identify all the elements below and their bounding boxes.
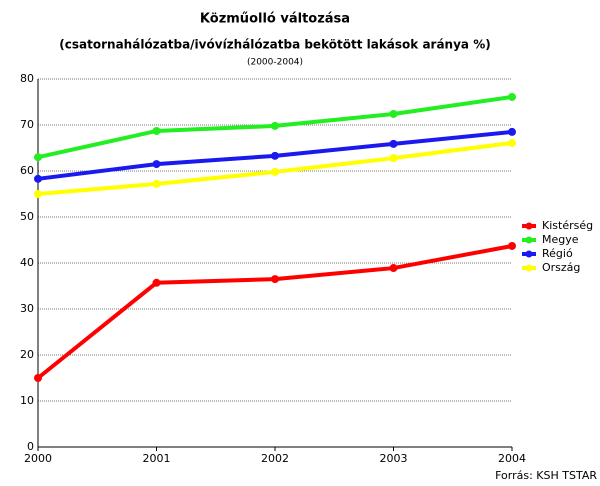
point [34,374,42,382]
point [271,275,279,284]
legend-label: Kistérség [542,219,593,232]
point [271,167,279,176]
y-tick-label: 60 [20,164,34,177]
point [152,179,161,188]
y-tick-label: 80 [20,72,34,85]
x-tick-label: 2000 [24,452,52,465]
x-tick-label: 2003 [380,452,408,465]
point [389,264,398,273]
point [508,127,516,136]
point [389,139,398,148]
point [271,121,279,130]
point [508,241,516,250]
legend-swatch-dot [525,222,533,230]
y-tick-label: 40 [20,256,34,269]
point [34,190,42,198]
chart-subtitle: (csatornahálózatba/ivóvízhálózatba beköt… [59,38,490,52]
point [34,174,42,183]
x-tick-label: 2004 [498,452,526,465]
legend-label: Régió [542,247,573,260]
point [508,138,516,147]
y-tick-label: 30 [20,302,34,315]
chart-period: (2000-2004) [247,58,303,68]
chart-title: Közműolló változása [200,12,350,27]
point [271,151,279,160]
point [508,92,516,101]
legend-swatch-dot [525,264,533,272]
legend-swatch-dot [525,250,533,258]
source: Forrás: KSH TSTAR [495,469,597,482]
point [152,126,161,135]
y-tick-label: 20 [20,348,34,361]
point [34,153,42,162]
legend-swatch-dot [525,236,533,244]
point [152,278,161,287]
point [389,154,398,163]
point [389,109,398,118]
y-tick-label: 10 [20,394,34,407]
y-tick-label: 50 [20,210,34,223]
x-tick-label: 2001 [143,452,171,465]
y-tick-label: 0 [27,440,34,453]
legend-label: Megye [542,233,579,246]
y-tick-label: 70 [20,118,34,131]
x-tick-label: 2002 [261,452,289,465]
point [152,160,161,169]
legend-label: Ország [542,261,580,274]
